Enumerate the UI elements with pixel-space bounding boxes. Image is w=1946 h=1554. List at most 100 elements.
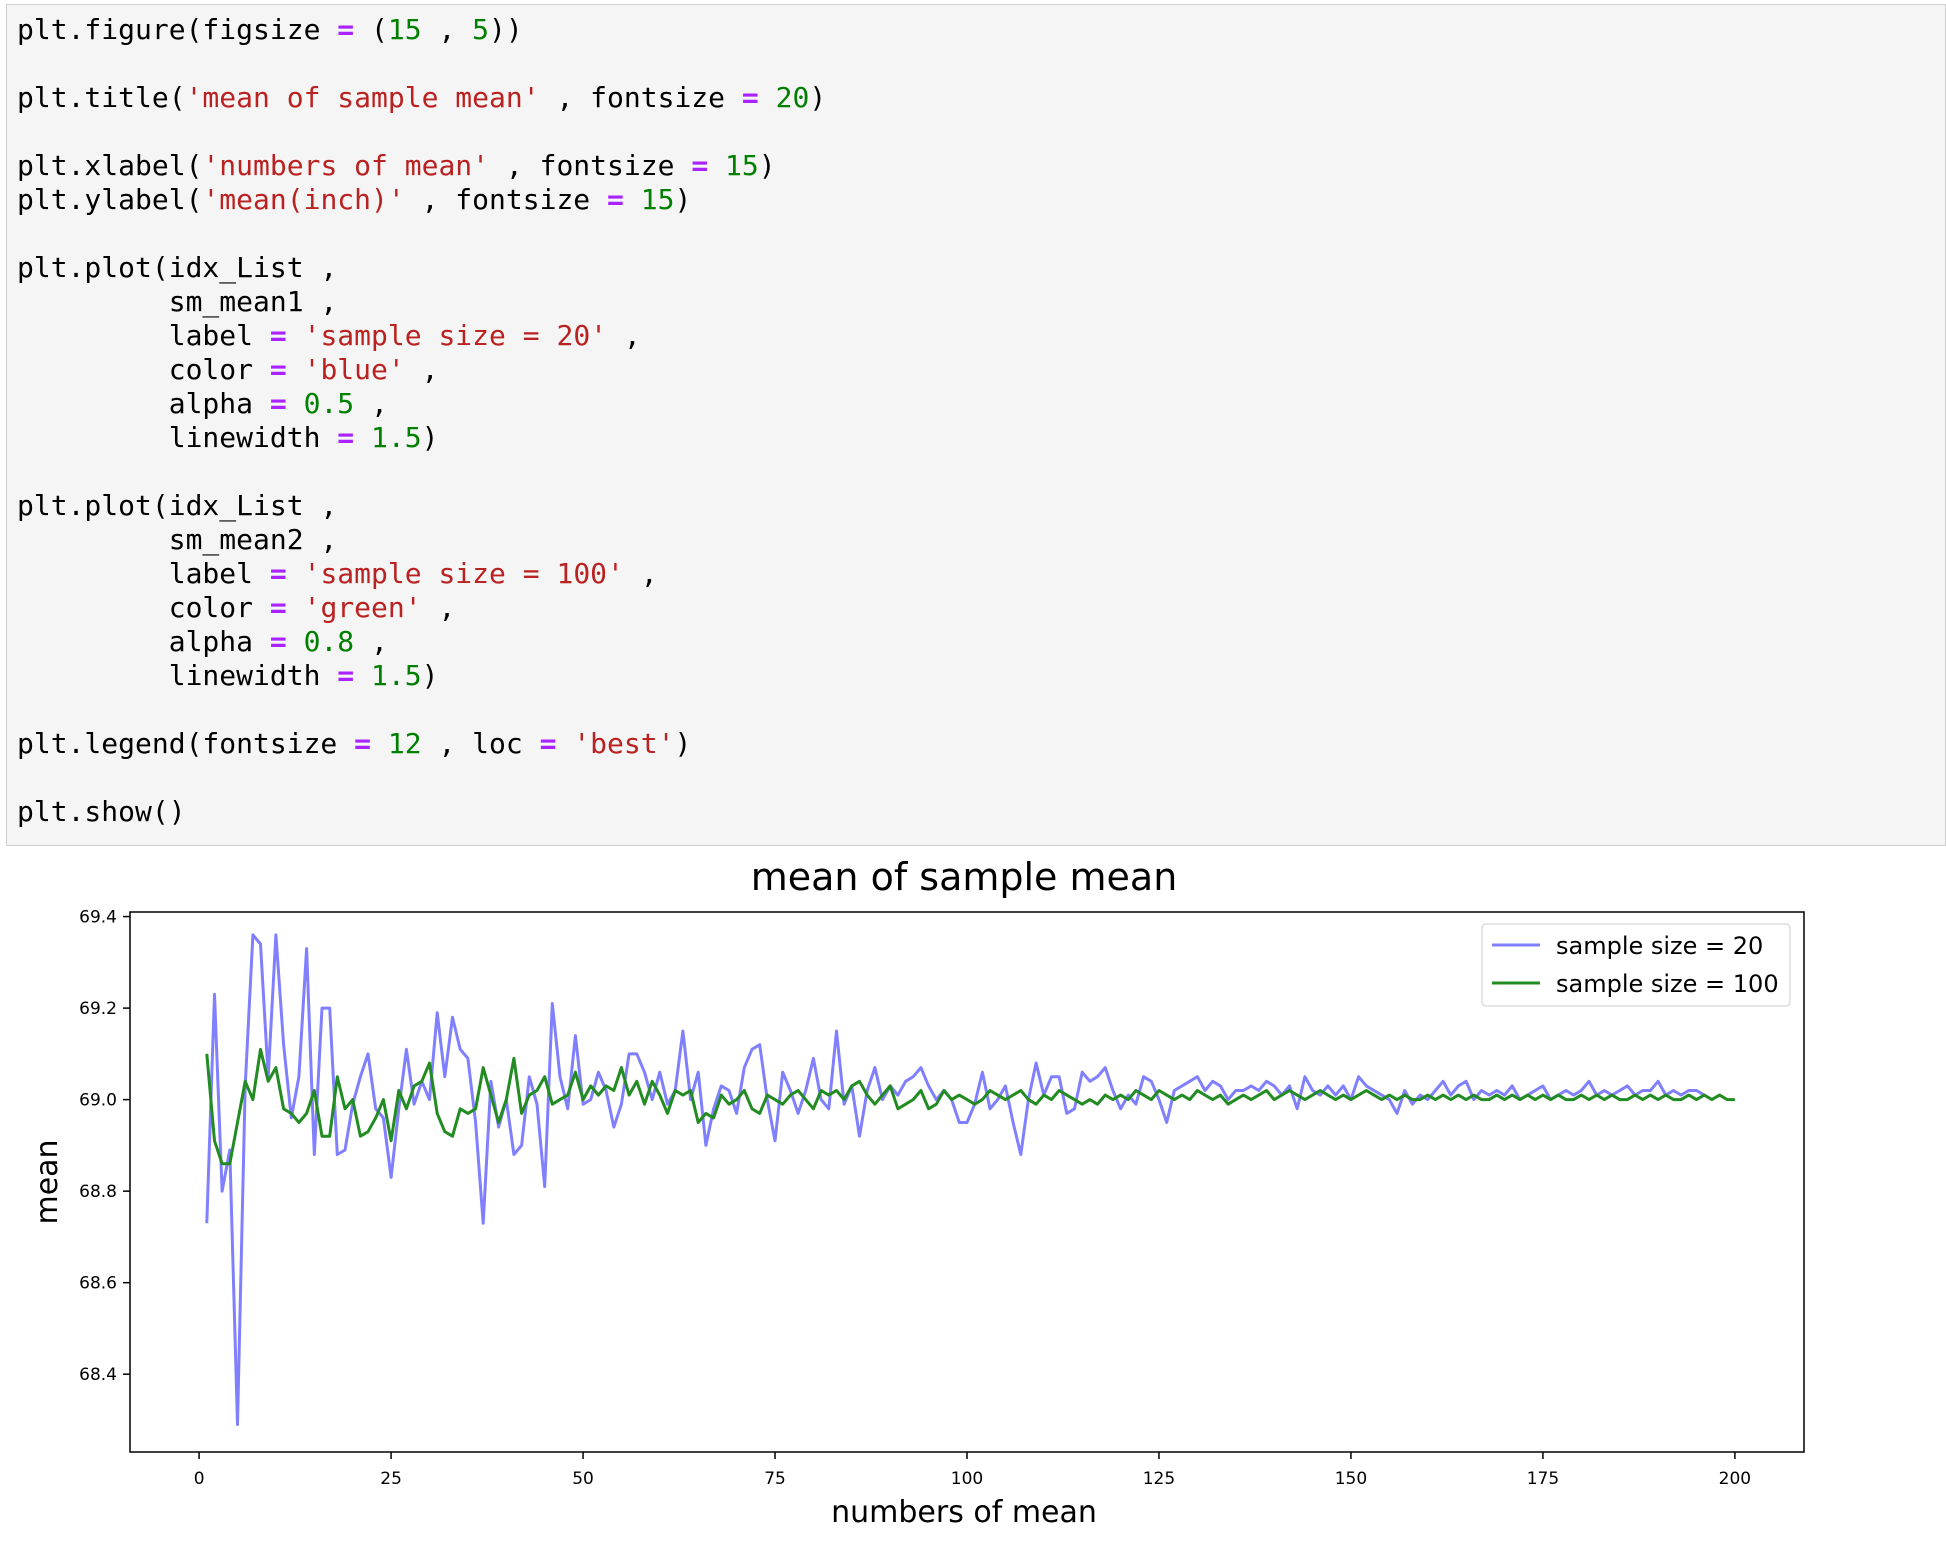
code-token: = [337, 13, 355, 46]
output-area: mean of sample mean numbers of mean mean… [0, 856, 1946, 1554]
code-token: 'sample size = 20' [303, 319, 608, 352]
code-line: sm_mean2 , [17, 523, 826, 557]
code-token: plt.xlabel( [17, 149, 203, 182]
code-token: sm_mean2 , [17, 523, 338, 556]
code-token: 'sample size = 100' [303, 557, 624, 590]
code-token: , [421, 591, 456, 624]
code-token [287, 591, 304, 624]
x-tick-label: 100 [951, 1469, 983, 1489]
y-tick-label: 68.4 [79, 1365, 117, 1385]
legend-box [1481, 923, 1791, 1007]
code-token: plt.plot(idx_List , [17, 489, 338, 522]
code-line [17, 455, 826, 489]
x-tick-label: 0 [194, 1469, 205, 1489]
y-tick-label: 68.8 [79, 1182, 117, 1202]
code-token: sm_mean1 , [17, 285, 338, 318]
code-token: label [17, 557, 270, 590]
code-token: 1.5 [371, 659, 422, 692]
code-token [287, 557, 304, 590]
code-line [17, 115, 826, 149]
code-editor[interactable]: plt.figure(figsize = (15 , 5)) plt.title… [17, 13, 826, 829]
code-token: linewidth [17, 659, 338, 692]
code-line: label = 'sample size = 20' , [17, 319, 826, 353]
code-token: plt.ylabel( [17, 183, 203, 216]
code-token: 15 [387, 13, 422, 46]
x-tick-label: 150 [1335, 1469, 1367, 1489]
code-token: plt.show() [17, 795, 186, 828]
code-line: linewidth = 1.5) [17, 659, 826, 693]
code-token: , loc [421, 727, 540, 760]
code-token: 0.8 [303, 625, 355, 658]
legend-label-sample-size-20: sample size = 20 [1556, 932, 1763, 960]
code-token: = [269, 319, 287, 352]
code-line: plt.title('mean of sample mean' , fontsi… [17, 81, 826, 115]
series-line-sample-size-20 [205, 933, 1705, 1426]
code-token: plt.title( [17, 81, 186, 114]
y-tick-label: 68.6 [79, 1274, 117, 1294]
code-line [17, 761, 826, 795]
code-cell[interactable]: plt.figure(figsize = (15 , 5)) plt.title… [6, 4, 1946, 846]
code-token: alpha [17, 625, 270, 658]
plot-area [205, 933, 1735, 1426]
code-token: , fontsize [539, 81, 742, 114]
code-token: 15 [725, 149, 759, 182]
code-line: plt.plot(idx_List , [17, 489, 826, 523]
series-line-sample-size-100 [205, 1047, 1735, 1166]
y-tick-label: 69.0 [79, 1091, 117, 1111]
code-token [287, 353, 304, 386]
code-line: linewidth = 1.5) [17, 421, 826, 455]
code-token: = [607, 183, 624, 216]
x-tick-label: 125 [1143, 1469, 1175, 1489]
code-token [624, 183, 641, 216]
code-token: linewidth [17, 421, 338, 454]
code-token: 'mean(inch)' [202, 183, 405, 216]
code-token: = [354, 727, 372, 760]
code-line: alpha = 0.5 , [17, 387, 826, 421]
code-line: color = 'green' , [17, 591, 826, 625]
line-chart: mean of sample mean numbers of mean mean… [30, 856, 1805, 1530]
x-axis-label: numbers of mean [831, 1495, 1097, 1530]
code-token: color [17, 353, 270, 386]
code-token: 15 [640, 183, 675, 216]
axis-ticks: 0 25 50 75 100 125 150 175 200 68.4 68.6 68.8 69.0 69… [79, 908, 1751, 1489]
code-token: = [337, 421, 355, 454]
legend: sample size = 20 sample size = 100 [1481, 923, 1791, 1007]
chart-title: mean of sample mean [751, 856, 1178, 899]
code-token: = [539, 727, 557, 760]
code-line: plt.ylabel('mean(inch)' , fontsize = 15) [17, 183, 826, 217]
code-token: = [269, 353, 287, 386]
code-token [708, 149, 725, 182]
code-token [759, 81, 776, 114]
legend-label-sample-size-100: sample size = 100 [1556, 970, 1779, 998]
y-tick-label: 69.2 [79, 999, 117, 1019]
code-token [556, 727, 573, 760]
code-line: plt.legend(fontsize = 12 , loc = 'best') [17, 727, 826, 761]
code-token [287, 387, 304, 420]
code-line [17, 693, 826, 727]
code-token: = [269, 557, 287, 590]
code-token: ) [674, 727, 692, 760]
code-token: label [17, 319, 270, 352]
code-token: 'best' [573, 727, 675, 760]
code-token [371, 727, 388, 760]
code-token: alpha [17, 387, 270, 420]
code-line: plt.plot(idx_List , [17, 251, 826, 285]
code-line: label = 'sample size = 100' , [17, 557, 826, 591]
code-token: 'blue' [303, 353, 405, 386]
code-token: plt.figure(figsize [17, 13, 338, 46]
code-token: ) [421, 421, 439, 454]
code-token: ( [354, 13, 388, 46]
code-token: = [337, 659, 355, 692]
code-token: = [269, 387, 287, 420]
code-token: , [607, 319, 641, 352]
y-axis-label: mean [30, 1139, 65, 1224]
code-line [17, 47, 826, 81]
x-tick-label: 50 [572, 1469, 594, 1489]
code-token: , [421, 13, 473, 46]
code-token: color [17, 591, 270, 624]
code-token: = [269, 591, 287, 624]
code-token: , fontsize [404, 183, 608, 216]
code-token: 1.5 [371, 421, 422, 454]
code-token: 20 [775, 81, 810, 114]
code-token: 12 [387, 727, 422, 760]
